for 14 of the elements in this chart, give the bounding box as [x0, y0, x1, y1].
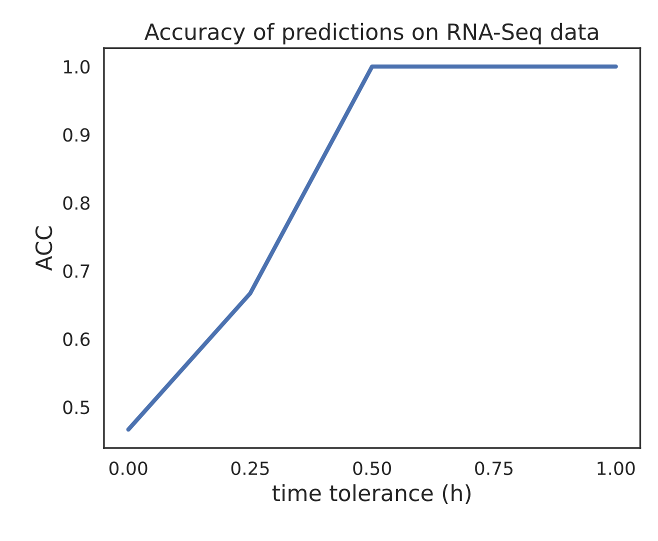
y-tick-label: 0.6 — [63, 332, 90, 346]
y-tick-label: 0.5 — [63, 400, 90, 414]
y-tick-label: 0.8 — [63, 196, 90, 210]
x-tick-label: 0.25 — [231, 461, 269, 476]
y-tick-label: 1.0 — [64, 60, 90, 74]
y-tick-label: 0.9 — [63, 128, 90, 142]
x-tick-label: 0.50 — [353, 461, 391, 476]
chart-title: Accuracy of predictions on RNA-Seq data — [144, 22, 598, 44]
x-tick-label: 0.75 — [475, 461, 513, 476]
y-tick-label: 0.7 — [63, 264, 90, 278]
x-tick-label: 1.00 — [598, 461, 635, 476]
y-axis-title: ACC — [35, 226, 52, 271]
x-axis-title: time tolerance (h) — [272, 484, 471, 504]
x-tick-label: 0.00 — [109, 461, 148, 476]
